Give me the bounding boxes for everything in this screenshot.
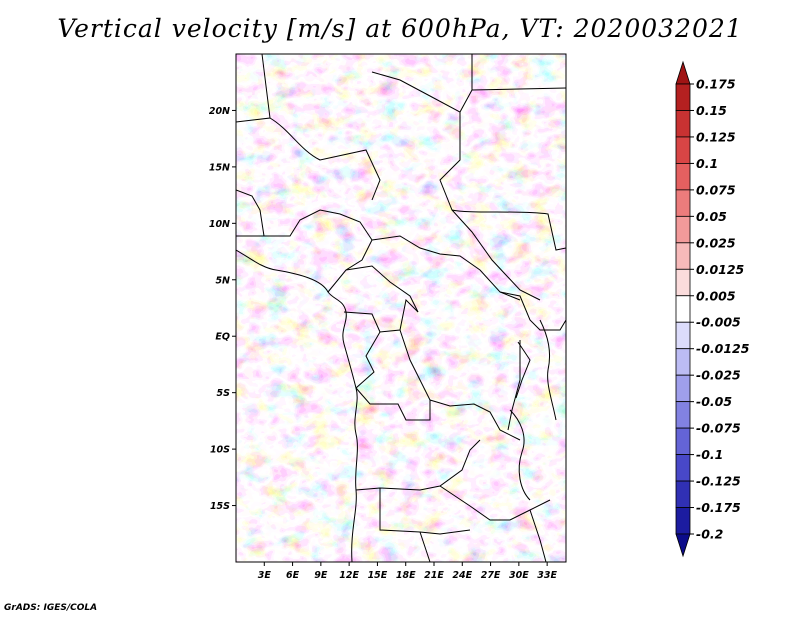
colorbar-swatch <box>675 163 691 191</box>
lat-tick-label: 15S <box>210 501 230 512</box>
colorbar-label: 0.05 <box>696 209 727 224</box>
lon-tick-label: 12E <box>339 570 359 581</box>
colorbar-swatch <box>675 295 691 323</box>
colorbar-swatch <box>675 189 691 217</box>
colorbar-swatch <box>675 374 691 403</box>
colorbar-label: -0.025 <box>696 368 741 383</box>
map-frame <box>235 53 567 563</box>
lat-tick-label: 5S <box>217 388 231 399</box>
country-borders <box>236 54 566 562</box>
colorbar-swatch <box>675 242 691 270</box>
lon-tick-label: 6E <box>286 570 300 581</box>
colorbar-swatch <box>675 215 691 244</box>
colorbar-swatch <box>675 427 691 455</box>
longitude-axis: 3E 6E 9E 12E 15E 18E 21E 24E 27E 30E 33E <box>258 562 558 581</box>
lon-tick-label: 18E <box>396 570 416 581</box>
grads-credit: GrADS: IGES/COLA <box>4 603 98 613</box>
colorbar-label: 0.025 <box>696 235 736 250</box>
lat-tick-label: 20N <box>209 106 230 117</box>
lon-tick-label: 33E <box>537 570 557 581</box>
lon-tick-label: 30E <box>509 570 529 581</box>
latitude-axis: 20N 15N 10N 5N EQ 5S 10S 15S <box>209 106 236 512</box>
colorbar-label: -0.0125 <box>696 341 750 356</box>
colorbar-swatch <box>675 401 691 429</box>
colorbar-label: -0.075 <box>696 421 741 436</box>
colorbar-label: 0.0125 <box>696 262 745 277</box>
lon-tick-label: 15E <box>368 570 388 581</box>
colorbar-label: 0.15 <box>696 103 727 118</box>
colorbar-swatch <box>675 480 691 508</box>
chart-title: Vertical velocity [m/s] at 600hPa, VT: 2… <box>57 14 743 43</box>
colorbar-label: -0.2 <box>696 527 723 542</box>
colorbar-label: -0.005 <box>696 315 741 330</box>
colorbar-label: 0.005 <box>696 288 736 303</box>
colorbar-label: 0.125 <box>696 129 736 144</box>
lat-tick-label: 15N <box>209 162 230 173</box>
colorbar-label: -0.05 <box>696 394 732 409</box>
lon-tick-label: 9E <box>314 570 328 581</box>
lon-tick-label: 3E <box>258 570 272 581</box>
lon-tick-label: 27E <box>481 570 501 581</box>
colorbar-swatch <box>675 348 691 376</box>
lat-tick-label: 5N <box>215 275 230 286</box>
colorbar-label: -0.175 <box>696 500 741 515</box>
colorbar-label: 0.1 <box>696 156 718 171</box>
colorbar-label: -0.1 <box>696 447 723 462</box>
colorbar-swatch <box>675 83 691 111</box>
map-panel <box>235 53 567 563</box>
lon-tick-label: 21E <box>424 570 444 581</box>
colorbar-label: 0.075 <box>696 182 736 197</box>
colorbar-swatch <box>675 268 691 297</box>
lat-tick-label: EQ <box>215 332 230 343</box>
colorbar-swatch <box>675 533 691 558</box>
lat-tick-label: 10N <box>209 219 230 230</box>
colorbar-swatch <box>675 321 691 350</box>
colorbar-swatch <box>675 454 691 482</box>
colorbar-swatch <box>675 60 691 85</box>
colorbar-swatch <box>675 110 691 138</box>
lat-tick-label: 10S <box>210 445 230 456</box>
lon-tick-label: 24E <box>452 570 472 581</box>
velocity-field <box>236 54 566 562</box>
colorbar-label: -0.125 <box>696 474 741 489</box>
colorbar-swatch <box>675 136 691 164</box>
colorbar: 0.175 0.15 0.125 0.1 0.075 0.05 0.025 0.0125 0.0… <box>675 60 750 558</box>
colorbar-label: 0.175 <box>696 77 736 92</box>
colorbar-swatch <box>675 507 691 535</box>
